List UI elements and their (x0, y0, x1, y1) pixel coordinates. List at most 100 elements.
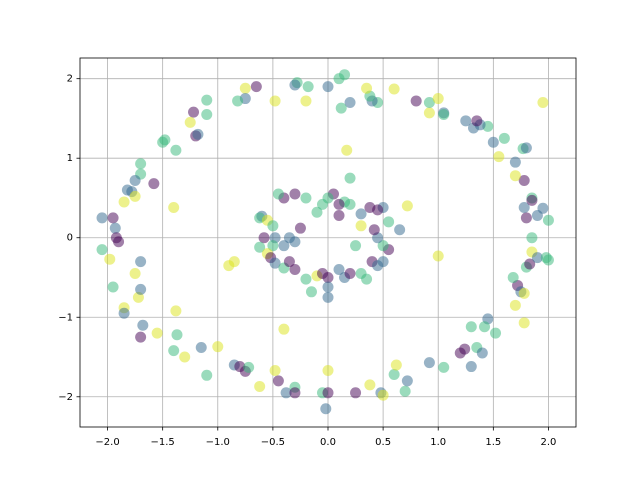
point (104, 253, 116, 265)
point (377, 389, 389, 401)
point (278, 323, 290, 335)
point (151, 327, 163, 339)
point (322, 387, 334, 399)
point (300, 273, 312, 285)
x-tick-label: 0.5 (375, 437, 391, 448)
point (96, 244, 108, 256)
point (311, 206, 323, 218)
point (333, 264, 345, 276)
y-tick-label: 1 (67, 153, 73, 164)
point (228, 256, 240, 268)
point (267, 240, 279, 252)
point (135, 283, 147, 295)
point (170, 144, 182, 156)
point (289, 387, 301, 399)
point (401, 200, 413, 212)
point (179, 351, 191, 363)
point (280, 387, 292, 399)
point (364, 379, 376, 391)
point (460, 115, 472, 127)
x-tick-label: 1.5 (485, 437, 501, 448)
point (490, 327, 502, 339)
point (520, 142, 532, 154)
point (188, 106, 200, 118)
point (294, 222, 306, 234)
point (518, 317, 530, 329)
point (232, 95, 244, 107)
point (148, 178, 160, 190)
point (537, 202, 549, 214)
point (113, 236, 125, 248)
point (168, 202, 180, 214)
point (520, 212, 532, 224)
point (531, 252, 543, 264)
point (320, 403, 332, 415)
y-tick-label: −2 (58, 392, 73, 403)
point (524, 258, 536, 270)
point (201, 94, 213, 106)
point (283, 256, 295, 268)
point (368, 224, 380, 236)
point (283, 232, 295, 244)
point (96, 212, 108, 224)
point (118, 196, 130, 208)
point (465, 361, 477, 373)
point (341, 144, 353, 156)
point (438, 108, 450, 120)
point (487, 136, 499, 148)
point (459, 343, 471, 355)
point (118, 307, 130, 319)
point (289, 79, 301, 91)
point (137, 319, 149, 331)
point (322, 281, 334, 293)
plot-frame (79, 57, 577, 428)
point (432, 93, 444, 105)
point (129, 190, 141, 202)
point (388, 83, 400, 95)
point (518, 202, 530, 214)
point (350, 240, 362, 252)
point (109, 222, 121, 234)
point (201, 108, 213, 120)
point (201, 369, 213, 381)
point (289, 188, 301, 200)
point (479, 321, 491, 333)
point (212, 341, 224, 353)
point (394, 224, 406, 236)
point (361, 273, 373, 285)
point (355, 208, 367, 220)
x-tick-label: 1.0 (430, 437, 446, 448)
point (350, 387, 362, 399)
point (410, 95, 422, 107)
x-tick-label: −0.5 (261, 437, 285, 448)
point (254, 241, 266, 253)
point (399, 385, 411, 397)
point (135, 256, 147, 268)
point (300, 192, 312, 204)
point (423, 357, 435, 369)
point (322, 365, 334, 377)
point (471, 115, 483, 127)
point (509, 156, 521, 168)
point (526, 194, 538, 206)
point (438, 361, 450, 373)
point (476, 347, 488, 359)
point (129, 174, 141, 186)
point (269, 257, 281, 269)
point (333, 198, 345, 210)
point (333, 73, 345, 85)
x-tick-label: −2.0 (95, 437, 119, 448)
point (518, 287, 530, 299)
point (542, 214, 554, 226)
point (377, 240, 389, 252)
point (507, 271, 519, 283)
y-tick-label: 0 (67, 233, 73, 244)
point (302, 81, 314, 93)
point (129, 268, 141, 280)
point (258, 232, 270, 244)
x-tick-label: −1.0 (206, 437, 230, 448)
point (364, 202, 376, 214)
point (168, 345, 180, 357)
point (243, 361, 255, 373)
